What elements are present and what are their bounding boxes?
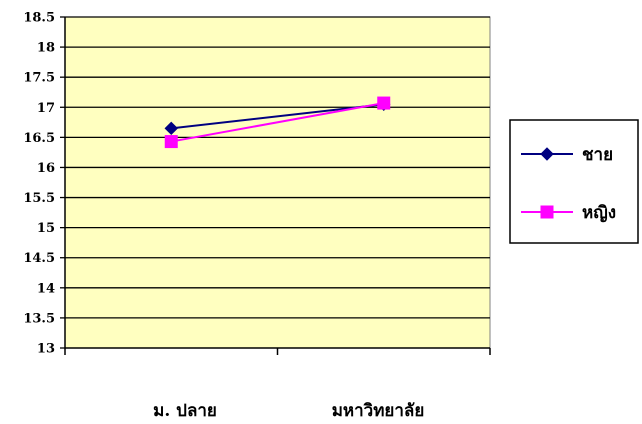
x-axis-categories: ม. ปลาย มหาวิทยาลัย — [153, 401, 424, 421]
data-point — [164, 135, 178, 149]
y-tick-label: 14 — [37, 281, 55, 296]
series-group — [164, 96, 391, 149]
y-axis-ticks: 13 13.5 14 14.5 15 15.5 16 16.5 17 17.5 18 18.5 — [23, 11, 65, 357]
series-line — [171, 103, 384, 130]
y-tick-label: 16.5 — [23, 131, 55, 146]
legend-label: หญิง — [582, 203, 616, 223]
y-tick-label: 13.5 — [23, 311, 55, 326]
y-tick-label: 17.5 — [23, 71, 55, 86]
y-tick-label: 18.5 — [23, 11, 55, 26]
plot-area — [64, 16, 491, 349]
gridlines — [65, 16, 490, 319]
series-line — [171, 102, 384, 143]
axes — [64, 17, 491, 355]
x-category-label: มหาวิทยาลัย — [332, 401, 425, 421]
y-tick-label: 15 — [37, 221, 55, 236]
y-tick-label: 17 — [37, 101, 55, 116]
y-tick-label: 14.5 — [23, 251, 55, 266]
data-point — [377, 96, 391, 110]
y-tick-label: 16 — [37, 161, 55, 176]
legend-marker — [540, 147, 554, 161]
y-tick-label: 13 — [37, 342, 55, 357]
legend-label: ชาย — [582, 145, 613, 165]
plot-background — [64, 16, 491, 349]
y-tick-label: 18 — [37, 41, 55, 56]
series-2 — [164, 96, 391, 149]
legend-marker — [540, 205, 554, 219]
legend-box — [509, 119, 639, 244]
y-tick-label: 15.5 — [23, 191, 55, 206]
x-category-label: ม. ปลาย — [153, 401, 217, 421]
data-point — [164, 121, 178, 136]
